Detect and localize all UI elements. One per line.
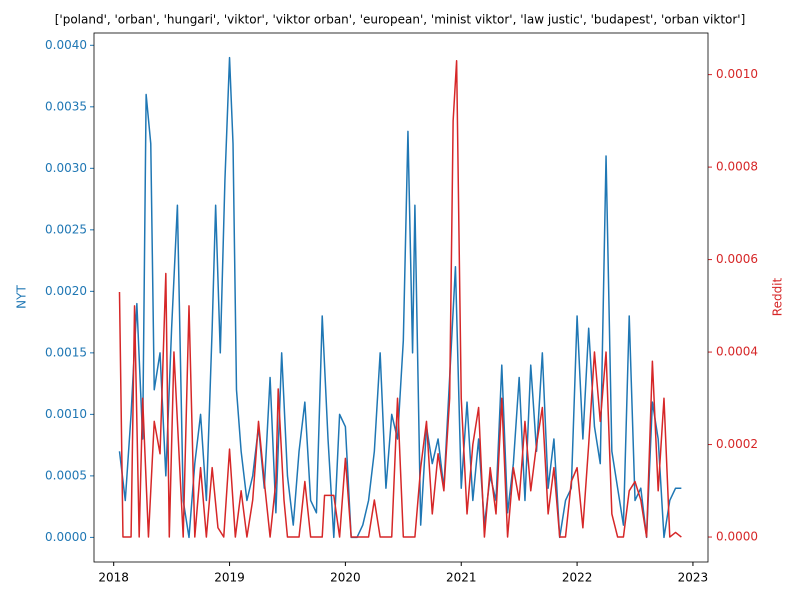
y-tick-label: 0.0010	[45, 407, 87, 421]
y2-tick-label: 0.0008	[716, 160, 758, 174]
line-series	[118, 56, 682, 539]
line-series	[118, 59, 682, 538]
x-tick-label: 2018	[98, 571, 129, 585]
x-tick-label: 2021	[446, 571, 477, 585]
y2-tick-label: 0.0000	[716, 530, 758, 544]
y2-axis-label: Reddit	[771, 277, 785, 316]
x-tick-label: 2022	[562, 571, 593, 585]
y-axis-label: NYT	[15, 285, 29, 309]
y-tick-label: 0.0030	[45, 161, 87, 175]
y2-tick-label: 0.0006	[716, 252, 758, 266]
y2-tick-label: 0.0010	[716, 67, 758, 81]
y2-tick-label: 0.0004	[716, 345, 758, 359]
y-tick-label: 0.0040	[45, 38, 87, 52]
y-tick-label: 0.0015	[45, 345, 87, 359]
y-tick-label: 0.0005	[45, 468, 87, 482]
y-tick-label: 0.0035	[45, 99, 87, 113]
x-tick-label: 2020	[330, 571, 361, 585]
x-tick-label: 2019	[214, 571, 245, 585]
x-tick-label: 2023	[678, 571, 709, 585]
y-tick-label: 0.0000	[45, 530, 87, 544]
chart-title: ['poland', 'orban', 'hungari', 'viktor',…	[55, 13, 746, 27]
y2-tick-label: 0.0002	[716, 437, 758, 451]
plot-frame	[93, 32, 709, 563]
y-tick-label: 0.0025	[45, 222, 87, 236]
y-tick-label: 0.0020	[45, 284, 87, 298]
